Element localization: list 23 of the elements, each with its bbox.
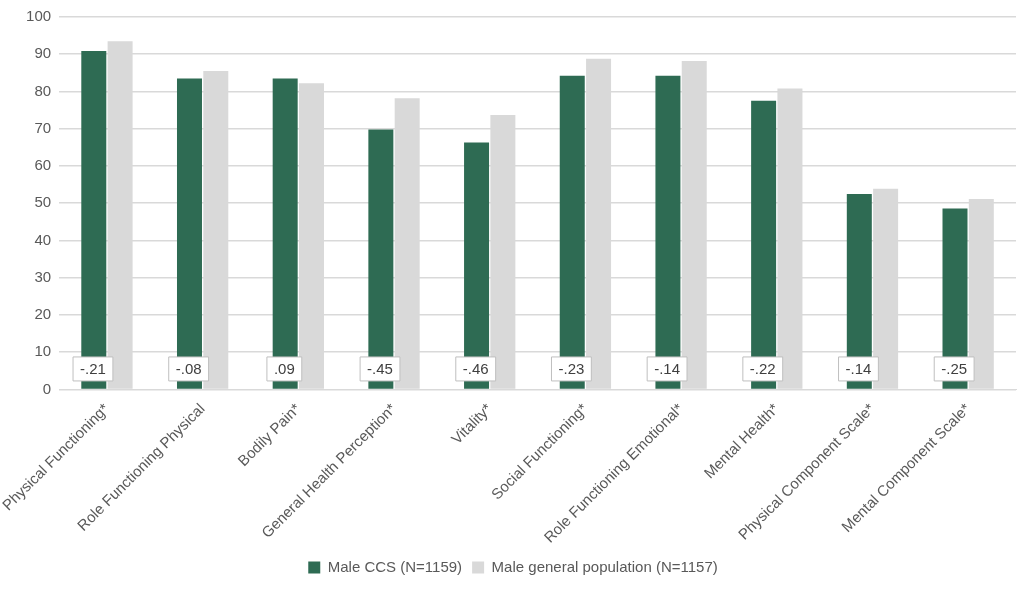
y-tick-label: 0 [42, 379, 52, 397]
annotation: -.25 [941, 360, 968, 378]
y-tick-label: 40 [34, 230, 52, 248]
legend-label: Male CCS (N=1159) [327, 557, 463, 575]
annotation: -.45 [367, 360, 393, 378]
y-tick-label: 10 [34, 342, 52, 360]
legend-label: Male general population (N=1157) [491, 557, 718, 575]
y-tick-label: 80 [34, 81, 52, 99]
y-tick-label: 30 [34, 267, 52, 285]
annotation: -.22 [749, 360, 776, 378]
annotation: .09 [273, 360, 295, 378]
y-tick-label: 50 [34, 193, 52, 211]
y-tick-label: 100 [26, 7, 52, 25]
y-tick-label: 70 [34, 118, 52, 136]
y-tick-label: 90 [34, 44, 52, 62]
annotation: -.21 [80, 360, 106, 378]
annotation: -.23 [558, 360, 585, 378]
annotation: -.08 [175, 360, 202, 378]
y-tick-label: 20 [34, 305, 52, 323]
annotation: -.46 [462, 360, 489, 378]
annotation: -.14 [845, 360, 872, 378]
annotation: -.14 [654, 360, 681, 378]
y-tick-label: 60 [34, 156, 52, 174]
